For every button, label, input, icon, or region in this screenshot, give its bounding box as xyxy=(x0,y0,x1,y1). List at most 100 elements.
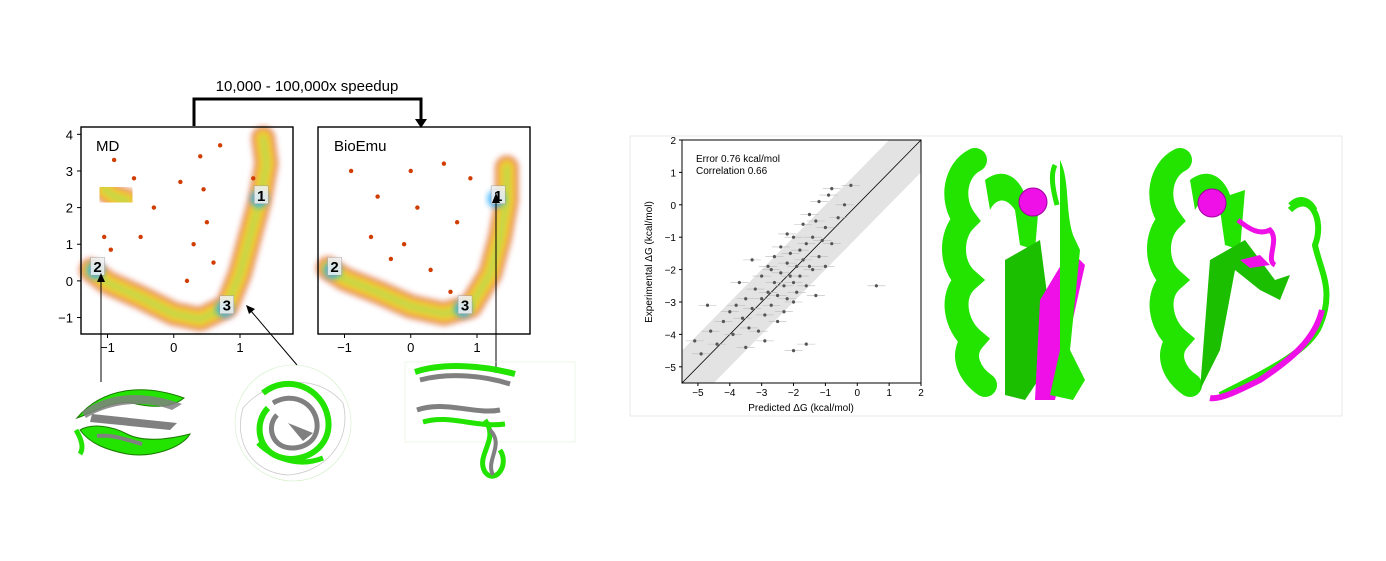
dg-point xyxy=(804,284,808,288)
dg-y-ticks: −5 −4 −3 −2 −1 0 1 2 xyxy=(665,136,682,374)
x-tick-label: −2 xyxy=(788,388,800,399)
dg-point xyxy=(782,310,786,314)
state-label: 3 xyxy=(461,298,469,315)
dg-point xyxy=(801,222,805,226)
x-tick-label: −1 xyxy=(820,388,832,399)
dg-point xyxy=(772,280,777,285)
state-label-box xyxy=(253,185,269,205)
md-scatter-layer xyxy=(101,143,256,284)
state-label: 1 xyxy=(494,188,502,205)
dg-point xyxy=(766,264,770,268)
dg-x-ticks: −5 −4 −3 −2 −1 0 1 2 xyxy=(692,383,924,399)
dg-point xyxy=(801,258,805,262)
x-tick-label: 0 xyxy=(407,340,414,355)
sample-point xyxy=(468,176,473,181)
x-tick-label: 1 xyxy=(473,340,480,355)
bioemu-title: BioEmu xyxy=(334,138,387,155)
dg-point xyxy=(766,290,770,294)
y-tick-label: 4 xyxy=(66,127,73,142)
state-label: 3 xyxy=(223,298,231,315)
structure-state-2 xyxy=(73,389,192,456)
sample-point xyxy=(401,242,407,247)
dg-point xyxy=(705,303,710,307)
protein-cartoon-left xyxy=(942,148,1085,400)
dg-point xyxy=(763,339,767,343)
bracket-arrowhead xyxy=(415,119,427,128)
identity-line xyxy=(681,139,922,384)
sample-point xyxy=(408,168,413,174)
dg-point xyxy=(804,342,808,346)
state-label-box xyxy=(90,256,105,276)
sample-point xyxy=(178,179,183,185)
dg-point xyxy=(756,329,761,333)
dg-point xyxy=(820,238,824,243)
dg-point xyxy=(811,268,815,272)
protein-structure-overlay-icon xyxy=(73,389,192,456)
dg-point xyxy=(804,242,808,246)
dg-point xyxy=(744,345,748,349)
bracket-line xyxy=(192,97,423,126)
x-tick-label: 1 xyxy=(236,340,243,355)
sample-point xyxy=(211,260,216,265)
md-state-labels: 1 2 3 xyxy=(90,185,269,315)
dg-y-axis-label: Experimental ΔG (kcal/mol) xyxy=(644,201,655,323)
dg-point xyxy=(693,339,697,343)
dg-point xyxy=(817,255,821,259)
y-tick-label: −3 xyxy=(665,298,677,309)
y-tick-label: −1 xyxy=(665,233,677,244)
dg-point xyxy=(823,225,828,230)
dg-point xyxy=(791,300,796,304)
dg-point xyxy=(814,219,818,223)
state-label-box xyxy=(457,295,473,314)
state-label-box xyxy=(327,256,342,276)
bioemu-scatter-layer xyxy=(348,161,473,295)
sample-point xyxy=(368,234,374,240)
sample-point xyxy=(184,278,190,284)
dg-point xyxy=(836,216,840,220)
dg-point xyxy=(795,290,799,294)
x-tick-label: −4 xyxy=(724,388,736,399)
md-x-ticks: −1 0 1 xyxy=(100,334,244,355)
state-pointer-arrows xyxy=(97,193,500,382)
dg-point xyxy=(709,329,713,333)
dg-scatter-chart: Error 0.76 kcal/mol Correlation 0.66 −5 −… xyxy=(644,136,924,414)
y-tick-label: −5 xyxy=(665,363,677,374)
right-figure-frame xyxy=(629,135,1343,417)
state-label-box xyxy=(219,295,234,314)
dg-point xyxy=(753,287,757,291)
dg-point xyxy=(785,297,789,301)
dg-x-axis-label: Predicted ΔG (kcal/mol) xyxy=(748,403,854,414)
x-tick-label: 0 xyxy=(170,340,177,355)
y-tick-label: 0 xyxy=(66,274,73,289)
dg-plot-frame xyxy=(681,139,922,384)
dg-annotation-error: Error 0.76 kcal/mol xyxy=(696,154,780,165)
dg-point xyxy=(734,303,738,307)
dg-point xyxy=(791,349,796,353)
dg-point xyxy=(788,251,792,255)
protein-cartoon-right xyxy=(1147,148,1330,402)
speedup-bracket: 10,000 - 100,000x speedup xyxy=(192,78,427,128)
dg-point xyxy=(750,258,754,262)
bioemu-x-ticks: −1 0 1 xyxy=(337,334,481,355)
density-core-band xyxy=(100,185,131,204)
dg-point xyxy=(728,310,732,314)
dg-point xyxy=(849,183,853,187)
dg-point xyxy=(814,293,818,298)
x-tick-label: −5 xyxy=(692,388,704,399)
y-tick-label: 1 xyxy=(66,237,73,252)
dg-point xyxy=(779,271,783,275)
sample-point xyxy=(198,154,203,159)
dg-point xyxy=(785,261,789,265)
md-panel: 1 2 3 MD −1 0 1 −1 0 1 2 3 4 xyxy=(58,126,294,355)
dg-point xyxy=(817,199,821,204)
sample-point xyxy=(191,242,196,247)
dg-point xyxy=(807,264,812,268)
dg-point xyxy=(763,313,767,317)
dg-point xyxy=(772,255,777,259)
sample-point xyxy=(138,234,143,240)
y-tick-label: −4 xyxy=(665,330,677,341)
y-tick-label: 3 xyxy=(66,164,73,179)
dg-point xyxy=(842,203,847,207)
dg-annotation-correlation: Correlation 0.66 xyxy=(696,166,768,177)
